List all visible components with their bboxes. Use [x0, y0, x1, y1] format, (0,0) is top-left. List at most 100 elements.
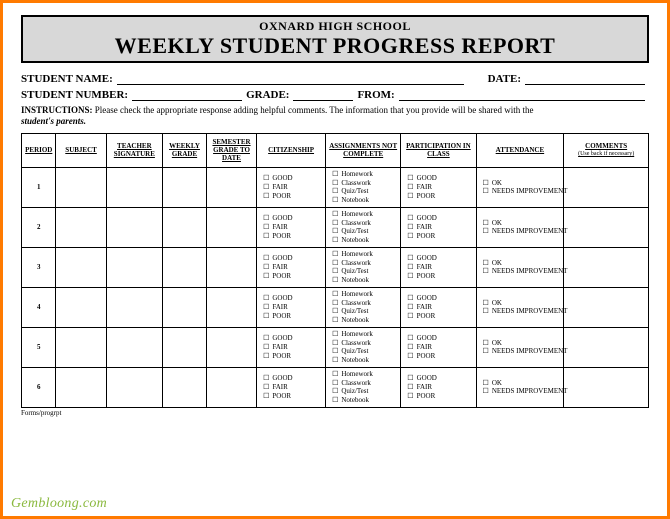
checkbox-option[interactable]: Homework [332, 330, 398, 339]
checkbox-option[interactable]: Classwork [332, 299, 398, 308]
checkbox-option[interactable]: FAIR [407, 343, 473, 352]
checkbox-option[interactable]: Notebook [332, 276, 398, 285]
checkbox-option[interactable]: GOOD [407, 254, 473, 263]
cell-period: 3 [22, 247, 56, 287]
checkbox-option[interactable]: Homework [332, 250, 398, 259]
checkbox-option[interactable]: NEEDS IMPROVEMENT [483, 267, 562, 276]
checkbox-option[interactable]: Quiz/Test [332, 347, 398, 356]
checkbox-option[interactable]: FAIR [263, 383, 323, 392]
checkbox-option[interactable]: GOOD [263, 374, 323, 383]
checkbox-option[interactable]: Classwork [332, 219, 398, 228]
checkbox-option[interactable]: FAIR [263, 343, 323, 352]
cell-weekly-grade [163, 327, 207, 367]
footnote: Forms/progrpt [21, 409, 649, 417]
checkbox-option[interactable]: NEEDS IMPROVEMENT [483, 347, 562, 356]
checkbox-option[interactable]: FAIR [407, 263, 473, 272]
grade-blank[interactable] [293, 90, 353, 101]
checkbox-option[interactable]: Notebook [332, 396, 398, 405]
cell-comments [564, 327, 649, 367]
checkbox-option[interactable]: POOR [407, 272, 473, 281]
cell-attendance: OKNEEDS IMPROVEMENT [476, 367, 564, 407]
checkbox-option[interactable]: POOR [407, 352, 473, 361]
row-number-grade-from: STUDENT NUMBER: GRADE: FROM: [21, 89, 649, 101]
checkbox-option[interactable]: POOR [263, 312, 323, 321]
checkbox-option[interactable]: Quiz/Test [332, 267, 398, 276]
document-frame: OXNARD HIGH SCHOOL WEEKLY STUDENT PROGRE… [0, 0, 670, 519]
cell-comments [564, 287, 649, 327]
checkbox-option[interactable]: FAIR [407, 383, 473, 392]
from-blank[interactable] [399, 90, 645, 101]
citizenship-options: GOODFAIRPOOR [259, 294, 323, 320]
school-name: OXNARD HIGH SCHOOL [23, 19, 647, 34]
checkbox-option[interactable]: POOR [263, 232, 323, 241]
checkbox-option[interactable]: POOR [263, 192, 323, 201]
checkbox-option[interactable]: GOOD [263, 214, 323, 223]
checkbox-option[interactable]: GOOD [407, 214, 473, 223]
checkbox-option[interactable]: Quiz/Test [332, 387, 398, 396]
grade-label: GRADE: [246, 89, 289, 101]
checkbox-option[interactable]: POOR [407, 392, 473, 401]
checkbox-option[interactable]: NEEDS IMPROVEMENT [483, 187, 562, 196]
checkbox-option[interactable]: FAIR [263, 263, 323, 272]
checkbox-option[interactable]: Notebook [332, 196, 398, 205]
checkbox-option[interactable]: Quiz/Test [332, 307, 398, 316]
checkbox-option[interactable]: POOR [407, 192, 473, 201]
checkbox-option[interactable]: Quiz/Test [332, 227, 398, 236]
table-row: 6GOODFAIRPOORHomeworkClassworkQuiz/TestN… [22, 367, 649, 407]
participation-options: GOODFAIRPOOR [403, 334, 473, 360]
checkbox-option[interactable]: GOOD [407, 294, 473, 303]
cell-comments [564, 167, 649, 207]
checkbox-option[interactable]: Notebook [332, 316, 398, 325]
checkbox-option[interactable]: FAIR [407, 223, 473, 232]
checkbox-option[interactable]: GOOD [263, 174, 323, 183]
checkbox-option[interactable]: POOR [263, 392, 323, 401]
checkbox-option[interactable]: NEEDS IMPROVEMENT [483, 227, 562, 236]
student-number-blank[interactable] [132, 90, 242, 101]
checkbox-option[interactable]: Classwork [332, 259, 398, 268]
checkbox-option[interactable]: NEEDS IMPROVEMENT [483, 307, 562, 316]
checkbox-option[interactable]: GOOD [263, 294, 323, 303]
checkbox-option[interactable]: OK [483, 339, 562, 348]
checkbox-option[interactable]: FAIR [263, 223, 323, 232]
checkbox-option[interactable]: Homework [332, 170, 398, 179]
checkbox-option[interactable]: Classwork [332, 379, 398, 388]
checkbox-option[interactable]: OK [483, 299, 562, 308]
checkbox-option[interactable]: GOOD [263, 254, 323, 263]
student-name-blank[interactable] [117, 74, 464, 85]
cell-participation: GOODFAIRPOOR [401, 207, 476, 247]
table-body: 1GOODFAIRPOORHomeworkClassworkQuiz/TestN… [22, 167, 649, 407]
checkbox-option[interactable]: GOOD [407, 334, 473, 343]
checkbox-option[interactable]: FAIR [407, 303, 473, 312]
checkbox-option[interactable]: GOOD [263, 334, 323, 343]
checkbox-option[interactable]: Homework [332, 210, 398, 219]
checkbox-option[interactable]: FAIR [407, 183, 473, 192]
cell-assignments: HomeworkClassworkQuiz/TestNotebook [326, 327, 401, 367]
checkbox-option[interactable]: FAIR [263, 183, 323, 192]
checkbox-option[interactable]: Homework [332, 290, 398, 299]
checkbox-option[interactable]: POOR [263, 272, 323, 281]
checkbox-option[interactable]: Classwork [332, 179, 398, 188]
checkbox-option[interactable]: Quiz/Test [332, 187, 398, 196]
cell-period: 2 [22, 207, 56, 247]
checkbox-option[interactable]: Notebook [332, 356, 398, 365]
checkbox-option[interactable]: POOR [263, 352, 323, 361]
checkbox-option[interactable]: Notebook [332, 236, 398, 245]
checkbox-option[interactable]: FAIR [263, 303, 323, 312]
checkbox-option[interactable]: OK [483, 379, 562, 388]
checkbox-option[interactable]: GOOD [407, 374, 473, 383]
date-blank[interactable] [525, 74, 645, 85]
cell-subject [56, 367, 106, 407]
checkbox-option[interactable]: Homework [332, 370, 398, 379]
checkbox-option[interactable]: POOR [407, 312, 473, 321]
checkbox-option[interactable]: OK [483, 259, 562, 268]
checkbox-option[interactable]: Classwork [332, 339, 398, 348]
col-subject: SUBJECT [56, 133, 106, 167]
checkbox-option[interactable]: OK [483, 179, 562, 188]
checkbox-option[interactable]: GOOD [407, 174, 473, 183]
table-row: 4GOODFAIRPOORHomeworkClassworkQuiz/TestN… [22, 287, 649, 327]
checkbox-option[interactable]: NEEDS IMPROVEMENT [483, 387, 562, 396]
checkbox-option[interactable]: OK [483, 219, 562, 228]
cell-weekly-grade [163, 167, 207, 207]
col-comments-sub: (Use back if necessary) [565, 151, 647, 158]
checkbox-option[interactable]: POOR [407, 232, 473, 241]
